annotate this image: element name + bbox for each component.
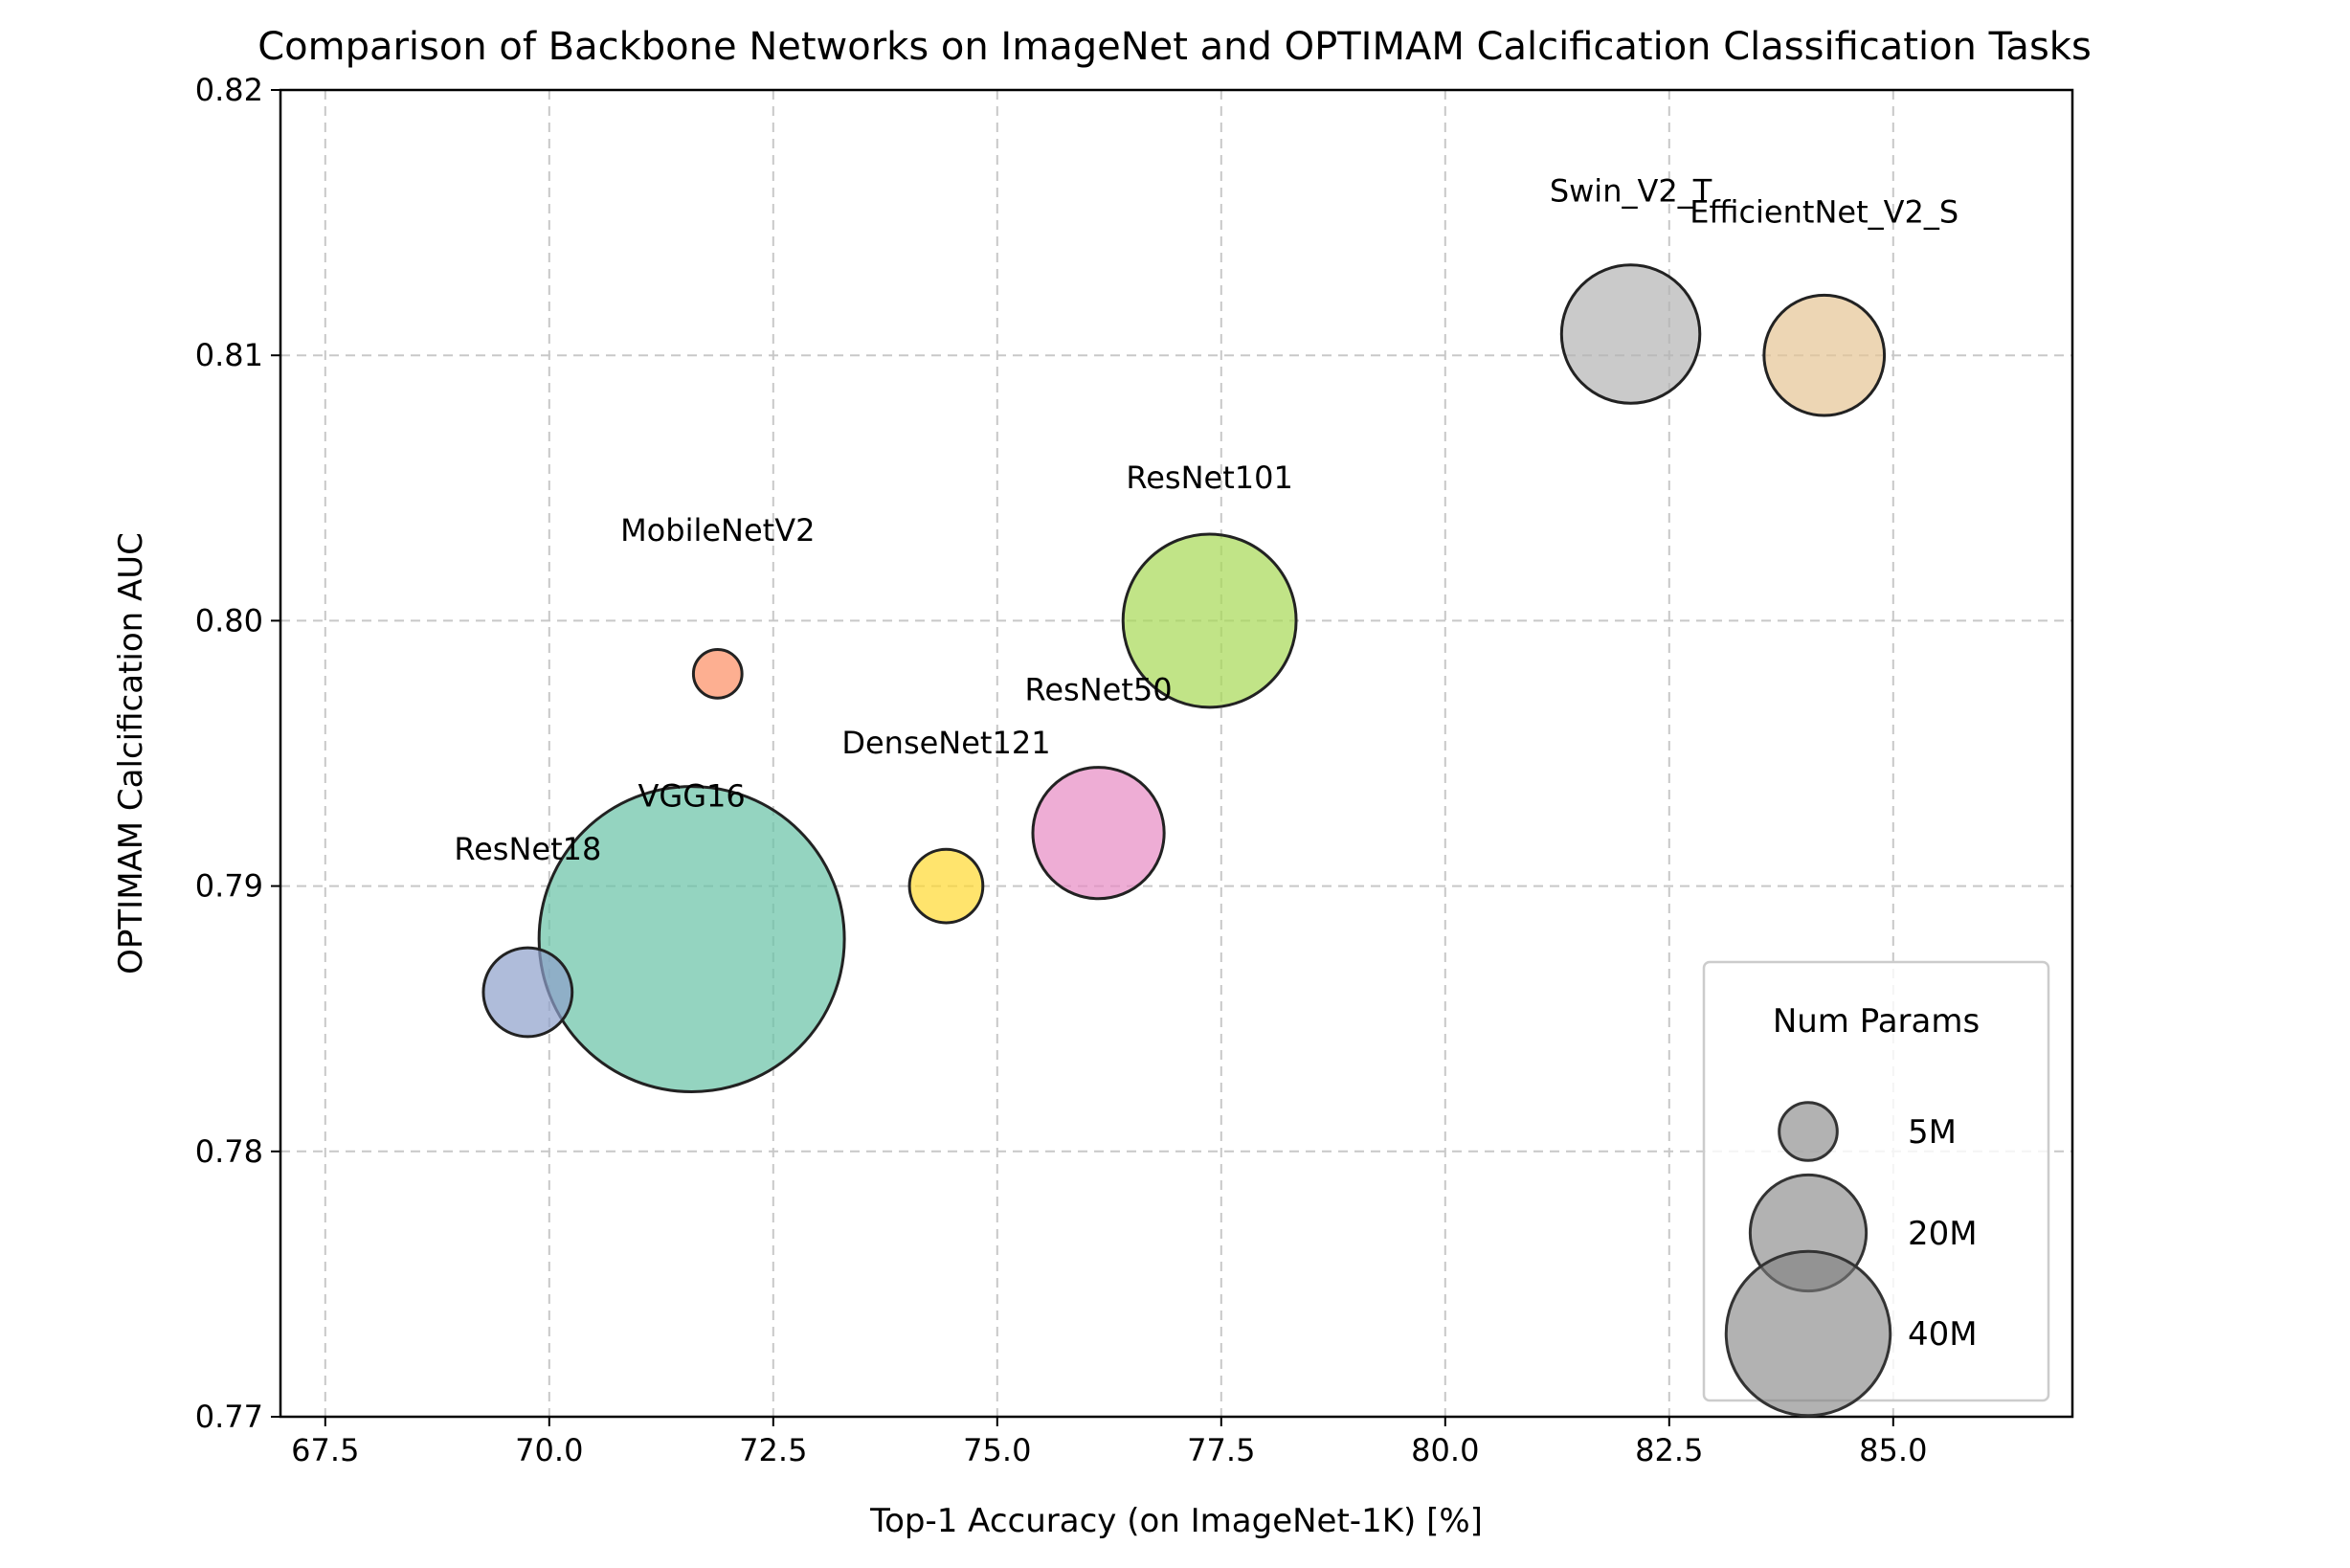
point-label-efficientnet_v2_s: EfficientNet_V2_S [1690, 194, 1958, 231]
legend-label-20m: 20M [1908, 1215, 1978, 1253]
legend-bubble-40m [1724, 1249, 1892, 1418]
bubble-swin_v2_t [1559, 263, 1702, 405]
point-label-mobilenetv2: MobileNetV2 [620, 512, 815, 549]
legend-bubble-5m [1778, 1101, 1839, 1162]
x-axis-ticks: 67.5 70.0 72.5 75.0 77.5 80.0 82.5 85.0 [291, 1417, 1927, 1468]
bubble-densenet121 [907, 847, 985, 925]
point-label-resnet50: ResNet50 [1025, 672, 1173, 708]
bubble-resnet18 [481, 946, 574, 1039]
bubble-mobilenetv2 [691, 647, 744, 700]
point-label-swin_v2_t: Swin_V2_T [1550, 172, 1712, 209]
bubbles [481, 263, 1887, 1094]
point-label-vgg16: VGG16 [638, 777, 746, 814]
x-tick-label: 67.5 [291, 1432, 359, 1468]
bubble-resnet101 [1121, 532, 1298, 709]
y-tick-label: 0.78 [195, 1133, 263, 1170]
plot-frame [279, 88, 2074, 1419]
x-tick-label: 75.0 [963, 1432, 1031, 1468]
legend-label-40m: 40M [1908, 1315, 1978, 1354]
bubble-vgg16 [537, 785, 846, 1094]
y-tick-label: 0.79 [195, 868, 263, 905]
legend-entries: 5M 20M 40M [1724, 1101, 1978, 1418]
y-tick-label: 0.81 [195, 337, 263, 373]
point-labels: ResNet18 VGG16 MobileNetV2 DenseNet121 ResNe… [454, 172, 1958, 866]
legend-label-5m: 5M [1908, 1113, 1957, 1152]
y-tick-label: 0.82 [195, 72, 263, 108]
x-axis-label: Top-1 Accuracy (on ImageNet-1K) [%] [869, 1502, 1483, 1540]
bubble-efficientnet_v2_s [1762, 293, 1887, 417]
chart-title: Comparison of Backbone Networks on Image… [257, 25, 2092, 69]
size-legend: Num Params 5M 20M 40M [1702, 960, 2050, 1418]
y-axis-ticks: 0.77 0.78 0.79 0.80 0.81 0.82 [195, 72, 280, 1435]
point-label-densenet121: DenseNet121 [841, 725, 1050, 761]
y-tick-label: 0.77 [195, 1399, 263, 1435]
x-tick-label: 82.5 [1635, 1432, 1703, 1468]
x-tick-label: 72.5 [739, 1432, 807, 1468]
x-tick-label: 80.0 [1411, 1432, 1479, 1468]
x-tick-label: 77.5 [1187, 1432, 1255, 1468]
point-label-resnet101: ResNet101 [1126, 459, 1292, 496]
point-label-resnet18: ResNet18 [454, 831, 601, 867]
y-axis-label: OPTIMAM Calcification AUC [112, 532, 150, 974]
bubble-resnet50 [1031, 766, 1166, 901]
x-tick-label: 70.0 [515, 1432, 583, 1468]
x-tick-label: 85.0 [1859, 1432, 1927, 1468]
legend-title: Num Params [1773, 1002, 1980, 1041]
y-tick-label: 0.80 [195, 602, 263, 638]
